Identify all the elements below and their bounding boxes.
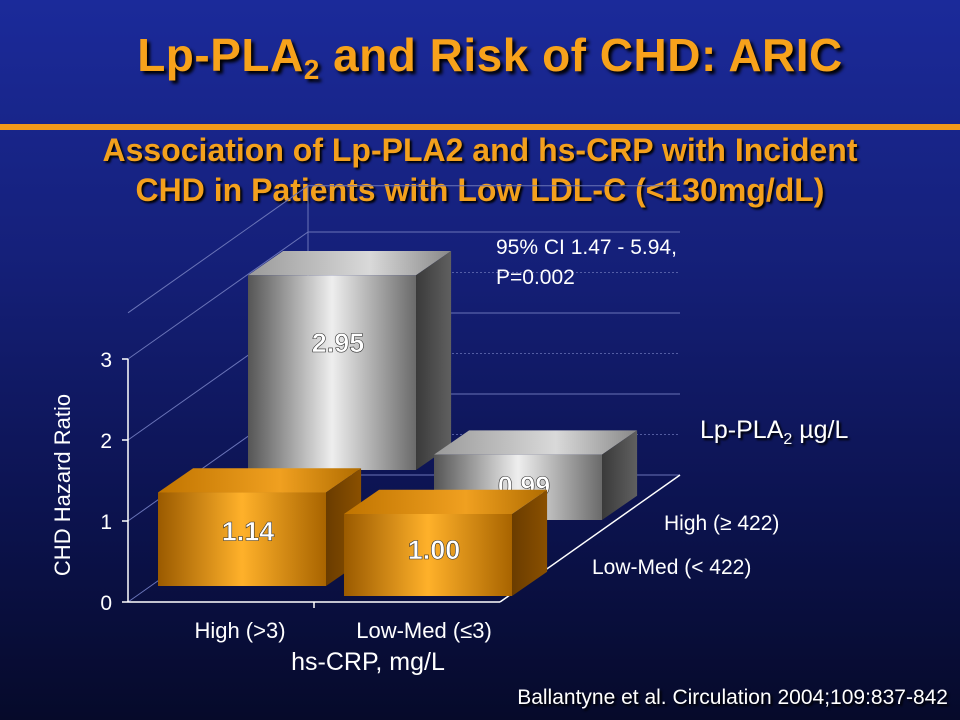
bar-top (344, 489, 548, 514)
depth-label: Low-Med (< 422) (592, 556, 751, 579)
bar-orange-lowmed: 1.00 (344, 489, 548, 596)
y-tick-label: 2 (100, 430, 112, 453)
y-axis-label: CHD Hazard Ratio (50, 394, 75, 576)
subtitle-line-2: CHD in Patients with Low LDL-C (<130mg/d… (135, 172, 825, 208)
subtitle-line-1: Association of Lp-PLA2 and hs-CRP with I… (102, 132, 858, 168)
subtitle: Association of Lp-PLA2 and hs-CRP with I… (0, 130, 960, 210)
depth-label: High (≥ 422) (664, 512, 779, 535)
x-tick-label: Low-Med (≤3) (356, 618, 492, 643)
y-tick-label: 1 (100, 511, 112, 534)
bar-top (158, 468, 362, 493)
bar-front (344, 514, 512, 596)
bar-front (248, 275, 416, 470)
bar-orange-high: 1.14 (158, 468, 362, 586)
data-label: 2.95 (312, 328, 365, 358)
bar-top (248, 251, 452, 276)
bar-side (512, 489, 548, 596)
y-tick-label: 3 (100, 349, 112, 372)
page-title: Lp-PLA2 and Risk of CHD: ARIC (137, 29, 843, 85)
bar-top (434, 430, 638, 455)
x-tick-label: High (>3) (194, 618, 285, 643)
gridline (127, 231, 680, 360)
bar-front (158, 492, 326, 586)
citation: Ballantyne et al. Circulation 2004;109:8… (517, 686, 948, 709)
bar-side (602, 430, 638, 520)
data-label: 1.14 (222, 517, 275, 547)
title-divider (0, 124, 960, 130)
annotation-line-2: P=0.002 (496, 266, 575, 289)
x-axis-label: hs-CRP, mg/L (291, 648, 445, 676)
bar-gray-high: 2.95 (248, 251, 452, 470)
y-tick-label: 0 (100, 592, 112, 615)
bar-side (416, 251, 452, 470)
data-label: 1.00 (408, 535, 461, 565)
gridline (127, 185, 680, 314)
annotation-line-1: 95% CI 1.47 - 5.94, (496, 236, 677, 259)
legend-title: Lp-PLA2 µg/L (700, 416, 849, 448)
bar-gray-lowmed: 0.99 (434, 430, 638, 520)
